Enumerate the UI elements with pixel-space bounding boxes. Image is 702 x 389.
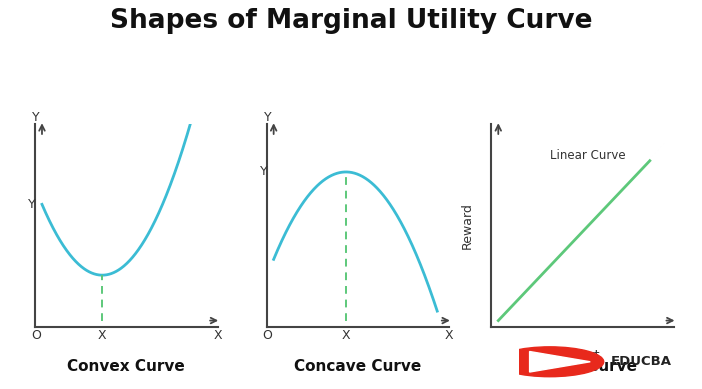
Text: Linear Curve: Linear Curve: [550, 149, 625, 162]
Text: X: X: [213, 329, 222, 342]
Text: Y: Y: [264, 112, 272, 124]
Text: O: O: [31, 329, 41, 342]
Polygon shape: [529, 352, 590, 372]
Text: Concave Curve: Concave Curve: [294, 359, 422, 374]
Text: Linear Curve: Linear Curve: [528, 359, 637, 374]
Text: X: X: [342, 329, 350, 342]
Text: EDUCBA: EDUCBA: [611, 355, 671, 368]
Text: Shapes of Marginal Utility Curve: Shapes of Marginal Utility Curve: [110, 8, 592, 34]
Circle shape: [496, 347, 604, 377]
Text: O: O: [263, 329, 272, 342]
Text: X: X: [98, 329, 107, 342]
Text: X: X: [445, 329, 453, 342]
Text: Y: Y: [260, 165, 267, 179]
Text: Y: Y: [28, 198, 36, 211]
Text: Effort: Effort: [565, 349, 600, 362]
Text: Reward: Reward: [461, 202, 474, 249]
Text: Convex Curve: Convex Curve: [67, 359, 185, 374]
Text: Y: Y: [32, 112, 40, 124]
